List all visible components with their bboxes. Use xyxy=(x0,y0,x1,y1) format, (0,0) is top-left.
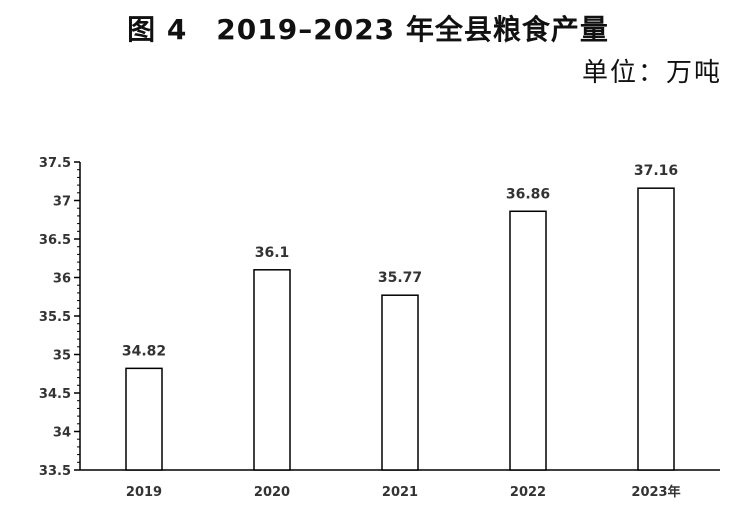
y-tick-label: 36 xyxy=(53,272,71,287)
y-tick-label: 35 xyxy=(53,349,71,364)
data-label: 36.1 xyxy=(255,245,290,261)
bar-3 xyxy=(509,210,547,471)
bar-1 xyxy=(253,269,291,471)
data-label: 37.16 xyxy=(634,163,678,179)
data-label: 35.77 xyxy=(378,270,422,286)
x-tick-label: 2019 xyxy=(126,485,162,500)
y-tick-label: 34.5 xyxy=(39,387,71,402)
bar-4 xyxy=(637,187,675,471)
data-label: 34.82 xyxy=(122,343,166,359)
y-tick-label: 35.5 xyxy=(39,310,71,325)
bar-2 xyxy=(381,294,419,471)
bar-0 xyxy=(125,367,163,471)
chart-title: 图 4 2019–2023 年全县粮食产量 xyxy=(127,13,609,46)
x-tick-label: 2020 xyxy=(254,485,290,500)
y-tick-label: 37.5 xyxy=(39,156,71,171)
x-tick-label: 2021 xyxy=(382,485,418,500)
x-tick-label: 2022 xyxy=(510,485,546,500)
y-tick-label: 33.5 xyxy=(39,464,71,479)
y-tick-label: 34 xyxy=(53,426,71,441)
data-label: 36.86 xyxy=(506,186,550,202)
y-tick-label: 37 xyxy=(53,195,71,210)
x-tick-label: 2023年 xyxy=(631,484,680,500)
y-tick-label: 36.5 xyxy=(39,233,71,248)
unit-label: 单位：万吨 xyxy=(581,58,722,88)
